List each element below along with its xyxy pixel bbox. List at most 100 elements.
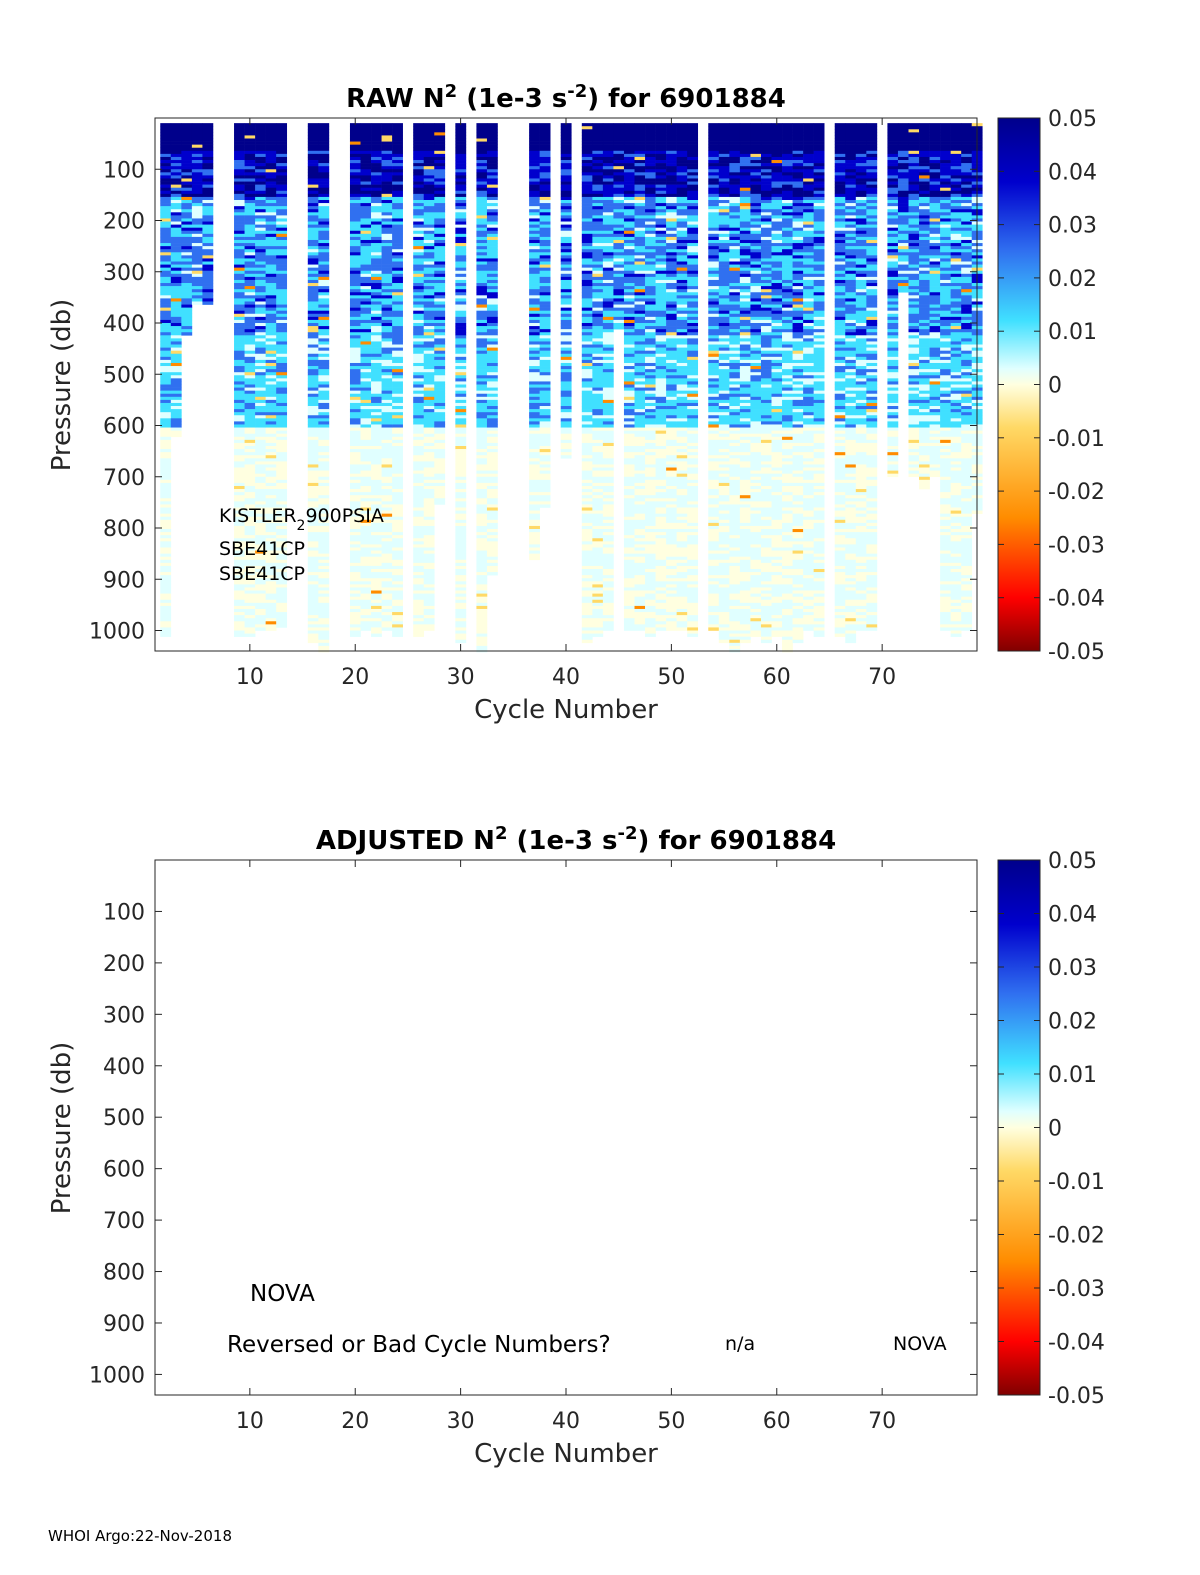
heatmap-cell bbox=[592, 295, 604, 299]
heatmap-cell bbox=[234, 230, 245, 235]
heatmap-cell bbox=[645, 538, 656, 542]
heatmap-cell bbox=[634, 332, 646, 336]
heatmap-cell bbox=[423, 544, 435, 548]
heatmap-cell bbox=[234, 630, 245, 634]
heatmap-cell bbox=[434, 246, 446, 250]
heatmap-cell bbox=[413, 627, 425, 631]
heatmap-cell bbox=[581, 461, 593, 465]
heatmap-cell bbox=[476, 387, 488, 391]
heatmap-cell bbox=[307, 203, 319, 207]
heatmap-cell bbox=[265, 590, 277, 594]
heatmap-cell bbox=[202, 181, 214, 185]
heatmap-cell bbox=[413, 510, 425, 514]
heatmap-cell bbox=[645, 569, 656, 573]
heatmap-cell bbox=[191, 283, 203, 287]
heatmap-cell bbox=[655, 252, 667, 256]
heatmap-cell bbox=[539, 409, 551, 413]
heatmap-cell bbox=[244, 175, 256, 179]
heatmap-cell bbox=[634, 473, 646, 478]
heatmap-cell bbox=[202, 286, 214, 290]
heatmap-cell bbox=[592, 612, 604, 616]
heatmap-cell bbox=[381, 286, 393, 290]
heatmap-cell bbox=[255, 249, 266, 253]
heatmap-cell bbox=[392, 396, 403, 401]
heatmap-cell bbox=[392, 319, 403, 324]
heatmap-cell bbox=[455, 621, 467, 625]
heatmap-cell bbox=[602, 458, 614, 462]
heatmap-cell bbox=[592, 218, 604, 222]
heatmap-cell bbox=[170, 184, 182, 188]
heatmap-cell bbox=[265, 172, 277, 176]
heatmap-cell bbox=[655, 362, 667, 367]
heatmap-cell bbox=[392, 184, 403, 188]
heatmap-cell bbox=[581, 172, 593, 176]
heatmap-cell bbox=[360, 470, 372, 474]
heatmap-cell bbox=[191, 292, 203, 296]
heatmap-cell bbox=[276, 313, 288, 318]
heatmap-cell bbox=[623, 135, 635, 139]
heatmap-cell bbox=[181, 286, 193, 290]
heatmap-cell bbox=[265, 381, 277, 385]
heatmap-cell bbox=[349, 298, 361, 302]
heatmap-cell bbox=[255, 252, 266, 256]
heatmap-cell bbox=[307, 289, 319, 293]
heatmap-cell bbox=[244, 409, 256, 413]
heatmap-cell bbox=[592, 513, 604, 518]
heatmap-cell bbox=[160, 381, 172, 385]
heatmap-cell bbox=[307, 187, 319, 192]
heatmap-cell bbox=[381, 479, 393, 484]
heatmap-cell bbox=[634, 476, 646, 481]
heatmap-cell bbox=[265, 519, 277, 524]
heatmap-cell bbox=[476, 135, 488, 139]
heatmap-cell bbox=[529, 246, 540, 250]
heatmap-cell bbox=[476, 559, 488, 564]
heatmap-cell bbox=[560, 332, 572, 336]
heatmap-cell bbox=[202, 206, 214, 210]
heatmap-cell bbox=[413, 482, 425, 487]
heatmap-cell bbox=[529, 439, 540, 444]
heatmap-cell bbox=[529, 489, 540, 493]
heatmap-cell bbox=[581, 356, 593, 361]
heatmap-cell bbox=[581, 233, 593, 238]
heatmap-cell bbox=[581, 495, 593, 499]
heatmap-cell bbox=[276, 329, 288, 333]
heatmap-cell bbox=[244, 501, 256, 505]
heatmap-cell bbox=[413, 532, 425, 536]
heatmap-cell bbox=[655, 436, 667, 441]
heatmap-cell bbox=[592, 396, 604, 401]
heatmap-cell bbox=[476, 212, 488, 216]
heatmap-cell bbox=[645, 535, 656, 539]
heatmap-cell bbox=[381, 532, 393, 536]
heatmap-cell bbox=[602, 406, 614, 410]
heatmap-cell bbox=[529, 510, 540, 514]
heatmap-cell bbox=[645, 221, 656, 225]
heatmap-cell bbox=[623, 535, 635, 539]
heatmap-cell bbox=[371, 449, 382, 453]
heatmap-cell bbox=[581, 166, 593, 170]
heatmap-cell bbox=[255, 532, 266, 536]
heatmap-cell bbox=[349, 141, 361, 145]
heatmap-cell bbox=[645, 430, 656, 434]
heatmap-cell bbox=[623, 529, 635, 533]
heatmap-cell bbox=[360, 433, 372, 438]
heatmap-cell bbox=[349, 584, 361, 588]
heatmap-cell bbox=[234, 581, 245, 585]
heatmap-cell bbox=[318, 602, 330, 607]
heatmap-cell bbox=[360, 378, 372, 382]
heatmap-cell bbox=[318, 319, 330, 324]
heatmap-cell bbox=[360, 593, 372, 597]
heatmap-cell bbox=[602, 196, 614, 201]
heatmap-cell bbox=[360, 218, 372, 222]
heatmap-cell bbox=[234, 612, 245, 616]
heatmap-cell bbox=[529, 498, 540, 502]
heatmap-cell bbox=[423, 590, 435, 594]
heatmap-cell bbox=[255, 236, 266, 241]
heatmap-cell bbox=[255, 276, 266, 281]
heatmap-cell bbox=[318, 406, 330, 410]
heatmap-cell bbox=[602, 153, 614, 158]
heatmap-cell bbox=[634, 578, 646, 582]
heatmap-cell bbox=[392, 193, 403, 198]
heatmap-cell bbox=[265, 498, 277, 502]
heatmap-cell bbox=[244, 181, 256, 185]
heatmap-cell bbox=[160, 175, 172, 179]
